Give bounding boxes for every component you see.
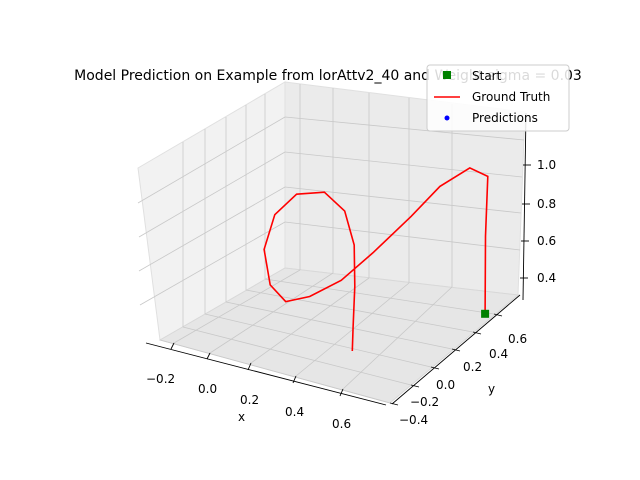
x-tick-label: 0.2 — [240, 393, 259, 407]
legend-ground-truth-label: Ground Truth — [472, 90, 550, 104]
z-tick-label: 0.4 — [537, 271, 556, 285]
legend-start-marker — [443, 71, 451, 79]
legend-predictions-label: Predictions — [472, 111, 538, 125]
start-marker — [481, 309, 490, 318]
x-tick-label: 0.4 — [285, 405, 304, 419]
z-tick-label: 0.8 — [537, 197, 556, 211]
y-tick-label: −0.2 — [410, 395, 439, 409]
y-ticks: −0.4 −0.2 0.0 0.2 0.4 0.6 — [389, 313, 527, 427]
z-tick-label: 1.0 — [537, 158, 556, 172]
z-tick-label: 0.6 — [537, 234, 556, 248]
legend-predictions-marker — [444, 115, 450, 121]
z-axis-line — [522, 112, 527, 301]
series-line-ground-truth — [263, 166, 489, 352]
x-axis-label: x — [238, 410, 245, 424]
legend-box — [426, 64, 570, 132]
y-tick-label: 0.0 — [436, 378, 455, 392]
x-tick-label: 0.6 — [332, 417, 351, 431]
legend: Start Ground Truth Predictions — [426, 64, 570, 132]
series-layer — [263, 166, 490, 352]
y-tick-label: 0.2 — [463, 360, 482, 374]
x-tick-label: −0.2 — [146, 372, 175, 386]
y-tick-label: 0.6 — [508, 332, 527, 346]
x-axis-line — [145, 342, 387, 406]
y-axis-label: y — [488, 382, 495, 396]
y-tick-label: −0.4 — [399, 413, 428, 427]
x-ticks: −0.2 0.0 0.2 0.4 0.6 — [146, 342, 351, 431]
legend-start-label: Start — [472, 69, 502, 83]
x-tick-label: 0.0 — [198, 382, 217, 396]
z-ticks: 0.4 0.6 0.8 1.0 — [520, 158, 556, 285]
y-tick-label: 0.4 — [489, 347, 508, 361]
